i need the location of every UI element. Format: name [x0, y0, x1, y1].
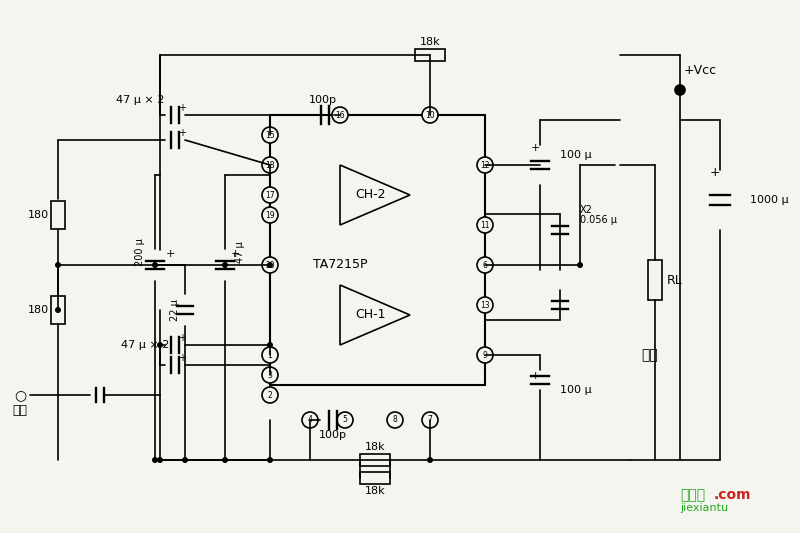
Bar — [648, 260, 662, 300]
Circle shape — [152, 262, 158, 268]
Circle shape — [337, 412, 353, 428]
Text: 18k: 18k — [365, 486, 386, 496]
Circle shape — [182, 457, 188, 463]
Circle shape — [262, 367, 278, 383]
Text: +: + — [178, 333, 186, 343]
Circle shape — [262, 187, 278, 203]
Text: 7: 7 — [427, 416, 433, 424]
Text: CH-1: CH-1 — [354, 309, 386, 321]
Text: +: + — [710, 166, 720, 179]
Text: 15: 15 — [265, 131, 275, 140]
Text: 180: 180 — [27, 305, 49, 315]
Text: 17: 17 — [265, 190, 275, 199]
Bar — [51, 296, 65, 324]
Text: 1: 1 — [268, 351, 272, 359]
Circle shape — [422, 412, 438, 428]
Text: 180: 180 — [27, 210, 49, 220]
Text: 12: 12 — [480, 160, 490, 169]
Circle shape — [427, 457, 433, 463]
Text: 4: 4 — [307, 416, 313, 424]
Text: +: + — [230, 249, 240, 259]
Circle shape — [332, 107, 348, 123]
Text: 輸入: 輸入 — [13, 403, 27, 416]
Text: +: + — [530, 371, 540, 381]
Circle shape — [262, 257, 278, 273]
Text: 47 µ × 2: 47 µ × 2 — [121, 340, 169, 350]
Circle shape — [422, 107, 438, 123]
Text: TA7215P: TA7215P — [313, 259, 367, 271]
Text: 100 µ: 100 µ — [560, 150, 592, 160]
Bar — [51, 201, 65, 229]
Text: 接线图: 接线图 — [680, 488, 705, 502]
Text: RL: RL — [667, 273, 683, 287]
Circle shape — [267, 457, 273, 463]
Text: 0.056 µ: 0.056 µ — [580, 215, 617, 225]
Circle shape — [152, 457, 158, 463]
Text: +: + — [530, 143, 540, 153]
Circle shape — [55, 262, 61, 268]
Circle shape — [477, 257, 493, 273]
Text: 47 µ × 2: 47 µ × 2 — [116, 95, 164, 105]
Text: 13: 13 — [480, 301, 490, 310]
Text: 47 µ: 47 µ — [235, 241, 245, 263]
Bar — [270, 115, 485, 385]
Text: CH-2: CH-2 — [354, 189, 386, 201]
Text: +: + — [178, 103, 186, 113]
Text: 20: 20 — [265, 261, 275, 270]
Text: 5: 5 — [342, 416, 347, 424]
Circle shape — [477, 157, 493, 173]
Text: 100 µ: 100 µ — [560, 385, 592, 395]
Text: 18k: 18k — [420, 37, 440, 47]
Text: 1000 µ: 1000 µ — [750, 195, 789, 205]
Bar — [360, 472, 390, 484]
Bar — [415, 49, 445, 61]
Text: 22 µ: 22 µ — [170, 299, 180, 321]
Text: 18k: 18k — [365, 442, 386, 452]
Text: 100p: 100p — [309, 95, 337, 105]
Text: 2: 2 — [268, 391, 272, 400]
Text: +: + — [178, 353, 186, 363]
Text: +Vcc: +Vcc — [683, 63, 717, 77]
Text: 8: 8 — [393, 416, 398, 424]
Text: 16: 16 — [335, 110, 345, 119]
Text: ○: ○ — [14, 388, 26, 402]
Text: jiexiantu: jiexiantu — [680, 503, 728, 513]
Text: 輸出: 輸出 — [642, 348, 658, 362]
Circle shape — [55, 307, 61, 313]
Circle shape — [267, 342, 273, 348]
Text: 100p: 100p — [319, 430, 347, 440]
Circle shape — [477, 217, 493, 233]
Text: 9: 9 — [482, 351, 487, 359]
Circle shape — [262, 347, 278, 363]
Circle shape — [577, 262, 583, 268]
Circle shape — [267, 262, 273, 268]
Text: 19: 19 — [265, 211, 275, 220]
Circle shape — [302, 412, 318, 428]
Circle shape — [157, 342, 163, 348]
Circle shape — [262, 387, 278, 403]
Circle shape — [477, 297, 493, 313]
Circle shape — [262, 127, 278, 143]
Circle shape — [262, 157, 278, 173]
Text: 10: 10 — [425, 110, 435, 119]
Circle shape — [157, 457, 163, 463]
Text: +: + — [178, 128, 186, 138]
Text: 11: 11 — [480, 221, 490, 230]
Circle shape — [477, 347, 493, 363]
Circle shape — [675, 85, 685, 95]
Circle shape — [222, 262, 228, 268]
Text: 6: 6 — [482, 261, 487, 270]
Circle shape — [222, 457, 228, 463]
Text: 200 µ: 200 µ — [135, 238, 145, 266]
Bar — [360, 454, 390, 466]
Text: 3: 3 — [267, 370, 273, 379]
Text: 18: 18 — [266, 160, 274, 169]
Circle shape — [262, 207, 278, 223]
Circle shape — [387, 412, 403, 428]
Text: +: + — [166, 249, 174, 259]
Text: X2: X2 — [580, 205, 593, 215]
Text: .com: .com — [714, 488, 751, 502]
